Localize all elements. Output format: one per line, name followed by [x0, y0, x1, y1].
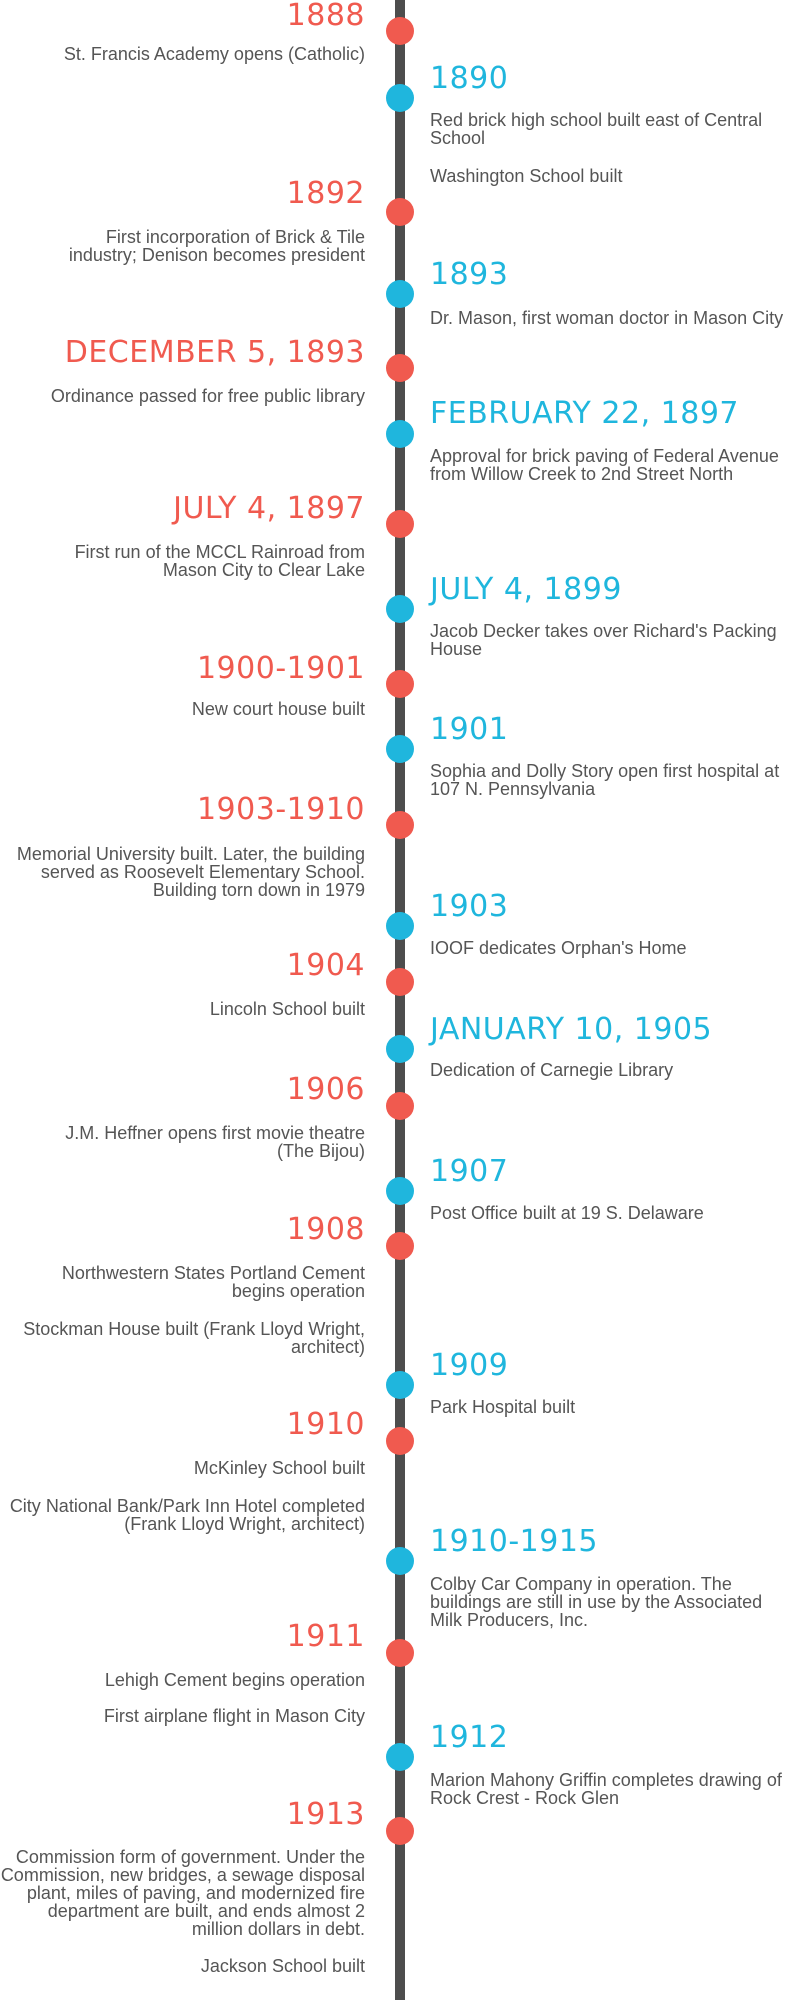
event-description: City National Bank/Park Inn Hotel comple…	[9, 1496, 365, 1534]
timeline-dot	[386, 1232, 414, 1260]
event-date: JULY 4, 1897	[173, 491, 365, 526]
event-description: IOOF dedicates Orphan's Home	[430, 938, 687, 958]
event-description: McKinley School built	[193, 1458, 365, 1478]
event-description: Jackson School built	[200, 1956, 365, 1976]
event-date: 1912	[430, 1720, 509, 1755]
event-description: Ordinance passed for free public library	[50, 386, 365, 406]
timeline-dot	[386, 1177, 414, 1205]
event-date: 1888	[286, 0, 365, 33]
timeline-dot	[386, 1092, 414, 1120]
event-description: Northwestern States Portland Cement begi…	[61, 1263, 365, 1301]
event-description: New court house built	[191, 699, 365, 719]
event-description: Dr. Mason, first woman doctor in Mason C…	[430, 308, 784, 328]
timeline-dot	[386, 1035, 414, 1063]
timeline-dot	[386, 354, 414, 382]
timeline-dot	[386, 1547, 414, 1575]
timeline-dot	[386, 595, 414, 623]
timeline-dot	[386, 1371, 414, 1399]
event-date: 1910	[286, 1407, 365, 1442]
event-date: 1906	[286, 1072, 365, 1107]
timeline-dot	[386, 280, 414, 308]
event-date: JULY 4, 1899	[430, 572, 622, 607]
event-date: 1909	[430, 1348, 509, 1383]
event-date: 1908	[286, 1212, 365, 1247]
event-date: 1907	[430, 1154, 509, 1189]
event-description: First incorporation of Brick & Tile indu…	[68, 227, 365, 265]
event-description: Commission form of government. Under the…	[0, 1847, 365, 1939]
timeline-dot	[386, 84, 414, 112]
event-description: Jacob Decker takes over Richard's Packin…	[430, 621, 777, 659]
timeline-dot	[386, 17, 414, 45]
event-description: J.M. Heffner opens first movie theatre (…	[65, 1123, 365, 1161]
event-description: Sophia and Dolly Story open first hospit…	[430, 761, 780, 799]
event-description: Lehigh Cement begins operation	[104, 1670, 365, 1690]
event-date: 1913	[286, 1797, 365, 1832]
event-description: Red brick high school built east of Cent…	[430, 110, 763, 148]
event-description: Stockman House built (Frank Lloyd Wright…	[23, 1319, 365, 1357]
event-description: Post Office built at 19 S. Delaware	[430, 1203, 704, 1223]
event-description: Dedication of Carnegie Library	[430, 1060, 674, 1080]
event-description: First airplane flight in Mason City	[103, 1706, 365, 1726]
event-date: FEBRUARY 22, 1897	[430, 396, 739, 431]
event-date: 1892	[286, 176, 365, 211]
timeline-dot	[386, 1639, 414, 1667]
timeline-dot	[386, 735, 414, 763]
event-description: Lincoln School built	[209, 999, 365, 1019]
event-date: 1904	[286, 948, 365, 983]
event-date: 1890	[430, 61, 509, 96]
timeline-dot	[386, 1743, 414, 1771]
event-description: Marion Mahony Griffin completes drawing …	[430, 1770, 782, 1808]
event-description: Colby Car Company in operation. The buil…	[430, 1574, 763, 1630]
event-description: Approval for brick paving of Federal Ave…	[430, 446, 779, 484]
event-description: St. Francis Academy opens (Catholic)	[63, 44, 365, 64]
event-description: Washington School built	[430, 166, 623, 186]
timeline-dot	[386, 912, 414, 940]
timeline-dot	[386, 420, 414, 448]
event-date: 1903-1910	[196, 792, 365, 827]
timeline-axis-line	[395, 0, 405, 2000]
event-date: 1910-1915	[430, 1524, 599, 1559]
timeline-dot	[386, 811, 414, 839]
event-date: 1911	[286, 1619, 365, 1654]
event-date: 1901	[430, 712, 509, 747]
event-description: Park Hospital built	[430, 1397, 576, 1417]
timeline-dot	[386, 1427, 414, 1455]
event-date: 1900-1901	[196, 651, 365, 686]
event-date: JANUARY 10, 1905	[430, 1012, 713, 1047]
event-description: First run of the MCCL Rainroad from Maso…	[74, 542, 365, 580]
timeline-dot	[386, 968, 414, 996]
event-date: 1893	[430, 257, 509, 292]
event-description: Memorial University built. Later, the bu…	[16, 844, 365, 900]
event-date: DECEMBER 5, 1893	[64, 335, 365, 370]
timeline-dot	[386, 510, 414, 538]
timeline-dot	[386, 198, 414, 226]
event-date: 1903	[430, 889, 509, 924]
timeline-dot	[386, 670, 414, 698]
timeline-dot	[386, 1817, 414, 1845]
